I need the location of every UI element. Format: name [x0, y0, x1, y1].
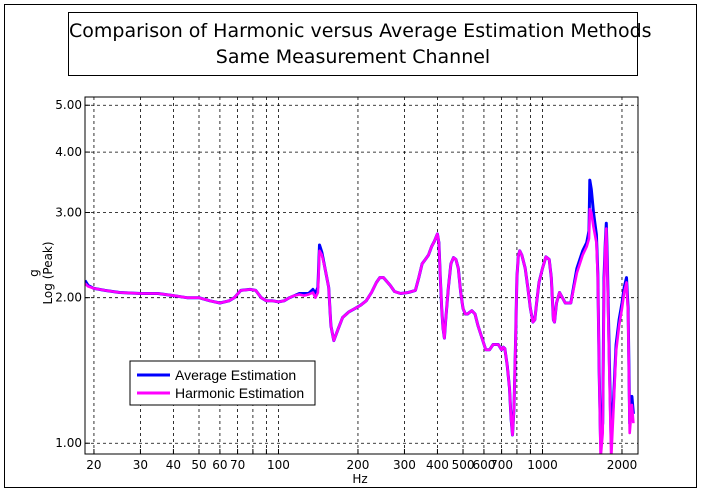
title-box: Comparison of Harmonic versus Average Es…: [68, 12, 652, 76]
legend: Average Estimation Harmonic Estimation: [129, 360, 316, 406]
x-tick-label: 1000: [527, 458, 558, 472]
chart-title: Comparison of Harmonic versus Average Es…: [69, 20, 652, 42]
x-tick-label: 300: [393, 458, 416, 472]
y-axis-label-scale: Log (Peak): [41, 241, 55, 304]
y-axis-ticks: 1.00 2.00 3.00 4.00 5.00: [55, 98, 90, 450]
plot-border: [84, 96, 639, 455]
x-tick-label: 700: [490, 458, 513, 472]
series-line-harmonic-estimation: [85, 207, 635, 454]
x-tick-label: 40: [166, 458, 181, 472]
y-axis-label-unit: g: [27, 269, 41, 277]
y-tick-label: 3.00: [55, 206, 82, 220]
x-tick-label: 50: [191, 458, 206, 472]
legend-label-average: Average Estimation: [175, 367, 296, 383]
x-tick-label: 2000: [607, 458, 638, 472]
y-tick-label: 2.00: [55, 291, 82, 305]
legend-box: [129, 360, 316, 406]
y-tick-label: 4.00: [55, 145, 82, 159]
legend-label-harmonic: Harmonic Estimation: [175, 385, 304, 401]
x-tick-label: 20: [86, 458, 101, 472]
series-layer: [85, 178, 635, 454]
chart-subtitle: Same Measurement Channel: [215, 46, 491, 68]
x-axis-label: Hz: [352, 472, 367, 486]
x-tick-label: 100: [267, 458, 290, 472]
x-tick-label: 400: [426, 458, 449, 472]
x-tick-label: 200: [347, 458, 370, 472]
x-tick-label: 600: [472, 458, 495, 472]
x-tick-label: 70: [230, 458, 245, 472]
x-tick-label: 60: [212, 458, 227, 472]
x-tick-label: 500: [452, 458, 475, 472]
y-tick-label: 5.00: [55, 98, 82, 112]
x-tick-label: 30: [133, 458, 148, 472]
y-tick-label: 1.00: [55, 436, 82, 450]
